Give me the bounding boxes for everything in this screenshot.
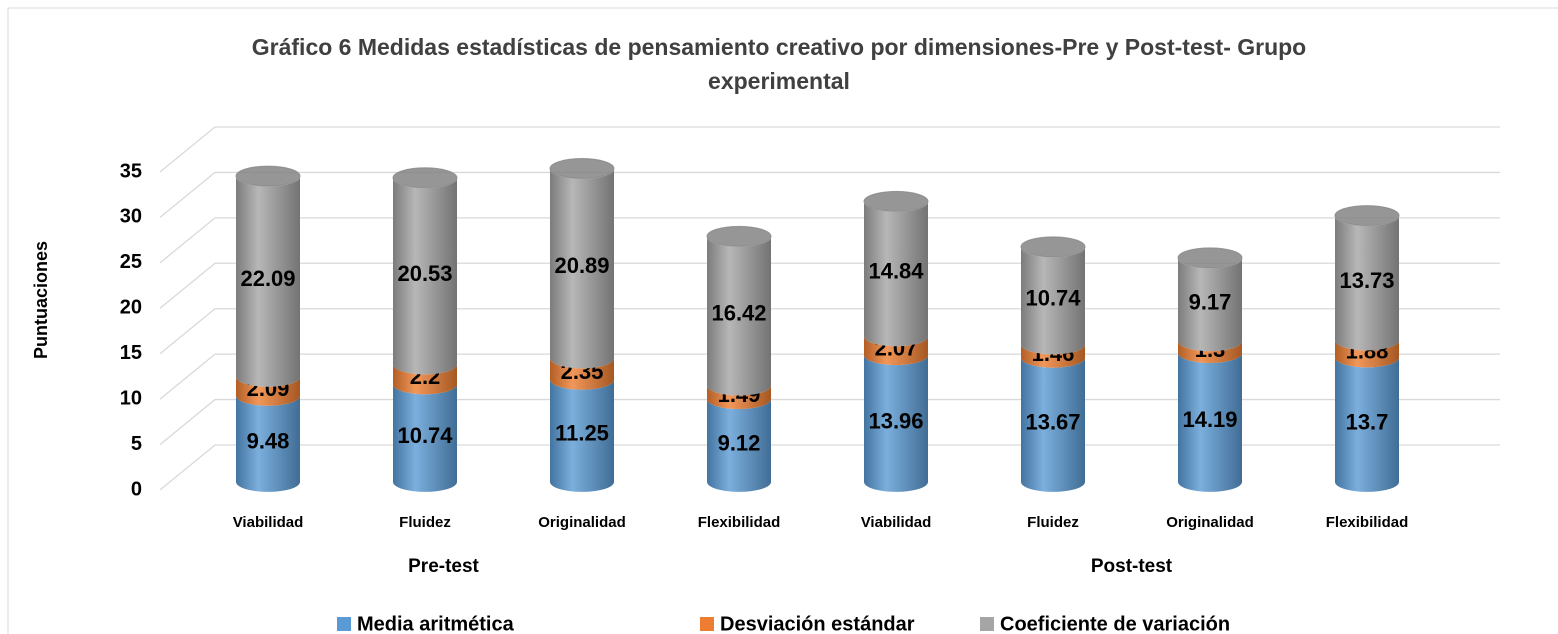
- data-label: 13.73: [1339, 268, 1394, 293]
- cylinder-segment: [864, 201, 928, 347]
- data-label: 13.7: [1346, 409, 1389, 434]
- cylinder-top-shade: [393, 167, 457, 188]
- cylinder-segment: [1178, 352, 1242, 492]
- cylinder-segment: [1335, 215, 1399, 351]
- cylinder-segment: [1021, 357, 1085, 492]
- legend-swatch: [337, 617, 351, 631]
- x-tick-label: Viabilidad: [861, 514, 932, 531]
- group-label: Pre-test: [408, 556, 479, 577]
- cylinder-segment: [1335, 357, 1399, 492]
- data-label: 11.25: [555, 421, 609, 446]
- cylinder-top: [1020, 236, 1086, 258]
- cylinder-top: [863, 190, 929, 212]
- y-axis-label: Puntuaciones: [31, 241, 51, 359]
- legend-label: Media aritmética: [357, 613, 515, 634]
- cylinder-segment: [236, 376, 300, 406]
- cylinder-segment: [864, 355, 928, 492]
- cylinder-segment: [864, 336, 928, 366]
- data-label: 14.19: [1182, 407, 1237, 432]
- cylinder-top-shade: [550, 158, 614, 179]
- data-label: 22.09: [240, 266, 295, 291]
- x-tick-label: Flexibilidad: [698, 514, 781, 531]
- cylinder-top-shade: [1178, 247, 1242, 268]
- cylinder-top: [235, 165, 301, 187]
- data-label: 13.67: [1025, 410, 1080, 435]
- y-tick-label: 0: [131, 478, 142, 500]
- cylinder-top: [1334, 205, 1400, 227]
- cylinder-top-shade: [236, 166, 300, 187]
- y-tick-label: 5: [131, 433, 142, 455]
- cylinder-top-shade: [1335, 205, 1399, 226]
- cylinder-segment: [393, 364, 457, 395]
- y-tick-label: 20: [120, 297, 142, 319]
- data-label: 14.84: [868, 259, 924, 284]
- data-label: 10.74: [397, 423, 453, 448]
- data-label: 20.89: [554, 253, 609, 278]
- cylinder-segment: [707, 385, 771, 410]
- cylinder-top: [549, 158, 615, 180]
- x-tick-label: Fluidez: [399, 514, 451, 531]
- cylinder-segment: [1335, 340, 1399, 368]
- data-label: 20.53: [397, 261, 452, 286]
- cylinder-segment: [393, 384, 457, 492]
- grid-line: [159, 308, 1500, 355]
- cylinder-top-shade: [1021, 236, 1085, 257]
- chart-border: [7, 7, 1558, 634]
- y-tick-label: 10: [120, 387, 142, 409]
- y-tick-label: 30: [120, 206, 142, 228]
- cylinder-segment: [393, 177, 457, 375]
- grid-line: [159, 444, 1500, 491]
- x-tick-label: Originalidad: [1166, 514, 1254, 531]
- cylinder-top: [1177, 247, 1243, 269]
- y-tick-label: 25: [120, 251, 142, 273]
- cylinder-segment: [550, 379, 614, 492]
- legend-label: Coeficiente de variación: [1000, 613, 1230, 634]
- cylinder-segment: [707, 236, 771, 396]
- data-label: 9.48: [247, 429, 290, 454]
- data-label: 13.96: [868, 408, 923, 433]
- cylinder-segment: [1021, 344, 1085, 368]
- cylinder-segment: [1178, 257, 1242, 352]
- cylinder-segment: [1178, 341, 1242, 363]
- cylinder-top-shade: [707, 226, 771, 247]
- cylinder-top: [706, 225, 772, 247]
- grid-line: [159, 126, 1500, 173]
- grid-line: [159, 262, 1500, 309]
- data-label: 16.42: [711, 301, 766, 326]
- legend-swatch: [700, 617, 714, 631]
- x-tick-label: Flexibilidad: [1326, 514, 1409, 531]
- cylinder-segment: [707, 399, 771, 492]
- x-tick-label: Viabilidad: [233, 514, 304, 531]
- cylinder-top: [392, 167, 458, 189]
- cylinder-segment: [1021, 246, 1085, 355]
- cylinder-top-shade: [864, 191, 928, 212]
- grid-line: [159, 398, 1500, 446]
- cylinder-segment: [550, 168, 614, 369]
- cylinder-segment: [236, 395, 300, 492]
- x-tick-label: Originalidad: [538, 514, 626, 531]
- data-label: 9.17: [1189, 289, 1232, 314]
- grid-line: [159, 171, 1500, 218]
- y-tick-label: 15: [120, 342, 142, 364]
- x-tick-label: Fluidez: [1027, 514, 1079, 531]
- data-label: 9.12: [718, 430, 761, 455]
- grid-line: [159, 217, 1500, 264]
- cylinder-segment: [236, 176, 300, 387]
- group-label: Post-test: [1091, 556, 1173, 577]
- cylinder-segment: [550, 358, 614, 390]
- data-label: 10.74: [1025, 285, 1081, 310]
- grid-line: [159, 353, 1500, 400]
- legend-swatch: [980, 617, 994, 631]
- chart-title: Gráfico 6 Medidas estadísticas de pensam…: [251, 34, 1307, 94]
- legend-label: Desviación estándar: [720, 613, 915, 634]
- y-tick-label: 35: [120, 160, 142, 182]
